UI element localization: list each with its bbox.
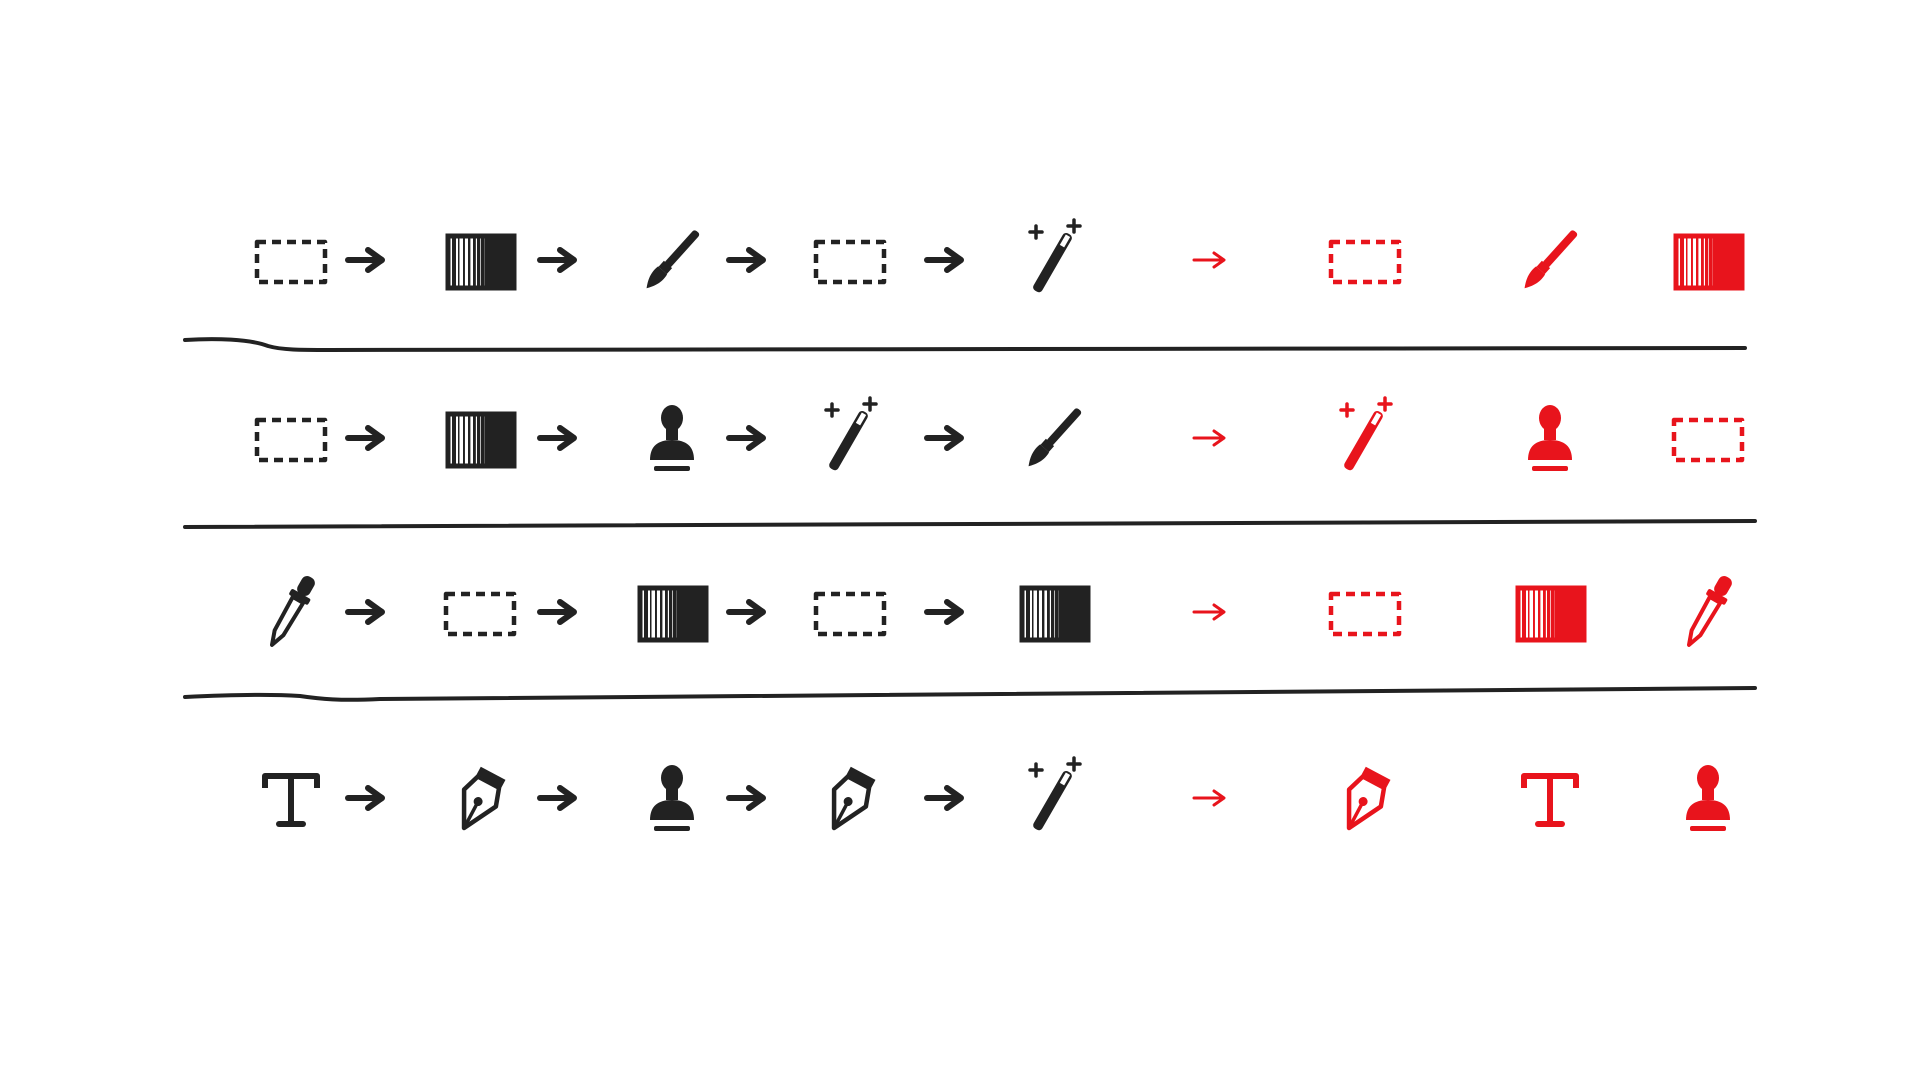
gradient-icon bbox=[1500, 552, 1600, 672]
arrow-right-icon bbox=[1160, 378, 1260, 498]
brush-icon bbox=[622, 200, 722, 320]
marquee-selection-icon bbox=[1315, 200, 1415, 320]
brush-icon bbox=[1004, 378, 1104, 498]
clone-stamp-icon bbox=[1500, 378, 1600, 498]
row-separator bbox=[183, 519, 1757, 529]
arrow-right-icon bbox=[895, 552, 995, 672]
clone-stamp-icon bbox=[1658, 738, 1758, 858]
gradient-icon bbox=[430, 378, 530, 498]
arrow-right-icon bbox=[316, 200, 416, 320]
arrow-right-icon bbox=[508, 738, 608, 858]
pen-tool-icon bbox=[430, 738, 530, 858]
arrow-right-icon bbox=[895, 200, 995, 320]
tool-row bbox=[0, 378, 1920, 498]
arrow-right-icon bbox=[1160, 738, 1260, 858]
arrow-right-icon bbox=[895, 378, 995, 498]
tool-row bbox=[0, 738, 1920, 858]
type-tool-icon bbox=[241, 738, 341, 858]
gradient-icon bbox=[1658, 200, 1758, 320]
magic-wand-icon bbox=[800, 378, 900, 498]
magic-wand-icon bbox=[1004, 738, 1104, 858]
arrow-right-icon bbox=[508, 200, 608, 320]
marquee-selection-icon bbox=[430, 552, 530, 672]
marquee-selection-icon bbox=[1315, 552, 1415, 672]
gradient-icon bbox=[430, 200, 530, 320]
marquee-selection-icon bbox=[241, 378, 341, 498]
arrow-right-icon bbox=[508, 378, 608, 498]
gradient-icon bbox=[1004, 552, 1104, 672]
gradient-icon bbox=[622, 552, 722, 672]
arrow-right-icon bbox=[895, 738, 995, 858]
arrow-right-icon bbox=[316, 552, 416, 672]
row-separator bbox=[183, 686, 1757, 702]
arrow-right-icon bbox=[1160, 552, 1260, 672]
marquee-selection-icon bbox=[241, 200, 341, 320]
row-separator bbox=[183, 337, 1747, 353]
marquee-selection-icon bbox=[800, 200, 900, 320]
arrow-right-icon bbox=[697, 378, 797, 498]
arrow-right-icon bbox=[316, 738, 416, 858]
tool-row bbox=[0, 200, 1920, 320]
eyedropper-icon bbox=[241, 552, 341, 672]
arrow-right-icon bbox=[1160, 200, 1260, 320]
arrow-right-icon bbox=[697, 200, 797, 320]
clone-stamp-icon bbox=[622, 378, 722, 498]
magic-wand-icon bbox=[1315, 378, 1415, 498]
arrow-right-icon bbox=[697, 738, 797, 858]
marquee-selection-icon bbox=[1658, 378, 1758, 498]
tool-row bbox=[0, 552, 1920, 672]
type-tool-icon bbox=[1500, 738, 1600, 858]
marquee-selection-icon bbox=[800, 552, 900, 672]
arrow-right-icon bbox=[508, 552, 608, 672]
eyedropper-icon bbox=[1658, 552, 1758, 672]
clone-stamp-icon bbox=[622, 738, 722, 858]
arrow-right-icon bbox=[697, 552, 797, 672]
magic-wand-icon bbox=[1004, 200, 1104, 320]
brush-icon bbox=[1500, 200, 1600, 320]
pen-tool-icon bbox=[1315, 738, 1415, 858]
pen-tool-icon bbox=[800, 738, 900, 858]
arrow-right-icon bbox=[316, 378, 416, 498]
